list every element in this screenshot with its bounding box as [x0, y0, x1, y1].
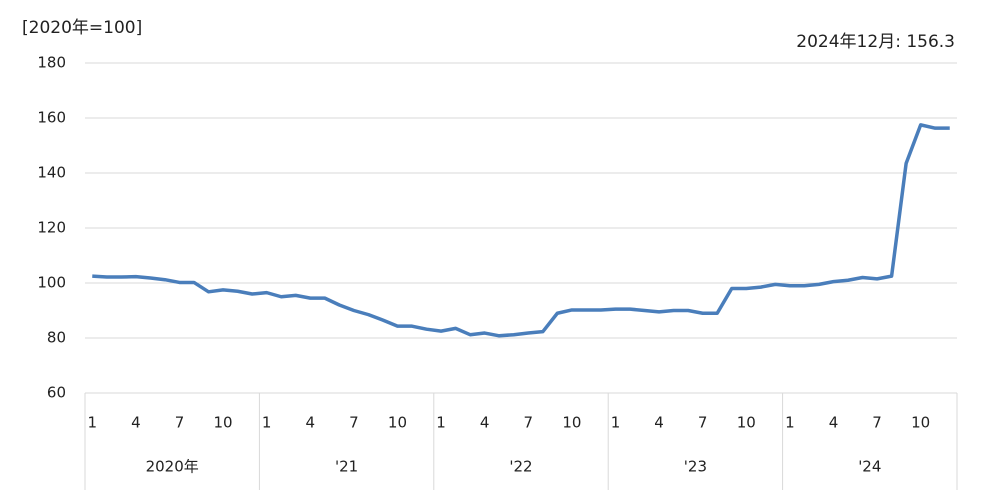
- annotation: 2024年12月: 156.3: [796, 32, 955, 52]
- y-tick-label: 180: [37, 54, 66, 72]
- y-tick-label: 140: [37, 164, 66, 182]
- group-label: '21: [335, 458, 358, 476]
- x-tick-label: 1: [785, 414, 795, 432]
- x-tick-label: 1: [262, 414, 272, 432]
- x-tick-label: 10: [911, 414, 930, 432]
- unit-label: [2020年=100]: [22, 18, 142, 38]
- y-tick-label: 120: [37, 219, 66, 237]
- x-tick-label: 7: [698, 414, 708, 432]
- x-tick-label: 10: [214, 414, 233, 432]
- y-tick-label: 80: [47, 329, 66, 347]
- data-line: [92, 123, 950, 338]
- x-tick-label: 1: [611, 414, 621, 432]
- x-tick-label: 1: [436, 414, 446, 432]
- x-tick-label: 7: [872, 414, 882, 432]
- group-label: 2020年: [146, 458, 199, 476]
- x-tick-label: 4: [829, 414, 839, 432]
- x-tick-label: 7: [523, 414, 533, 432]
- x-tick-label: 10: [388, 414, 407, 432]
- y-tick-label: 60: [47, 384, 66, 402]
- y-tick-label: 100: [37, 274, 66, 292]
- x-tick-label: 10: [737, 414, 756, 432]
- group-label: '23: [684, 458, 707, 476]
- x-tick-label: 4: [654, 414, 664, 432]
- x-tick-label: 4: [131, 414, 141, 432]
- x-tick-label: 4: [305, 414, 315, 432]
- y-tick-label: 160: [37, 109, 66, 127]
- x-tick-label: 1: [87, 414, 97, 432]
- x-tick-label: 7: [175, 414, 185, 432]
- group-label: '24: [858, 458, 881, 476]
- x-tick-label: 7: [349, 414, 359, 432]
- group-label: '22: [509, 458, 532, 476]
- x-tick-label: 10: [562, 414, 581, 432]
- x-tick-label: 4: [480, 414, 490, 432]
